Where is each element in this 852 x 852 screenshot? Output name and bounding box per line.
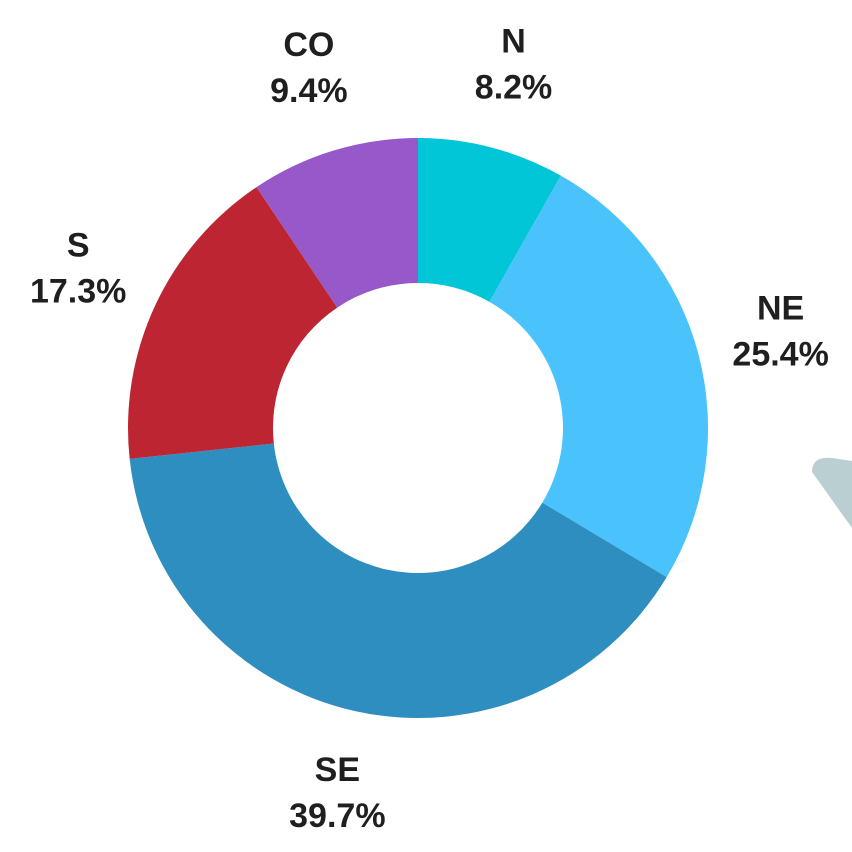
slice-category-label: S — [67, 226, 90, 264]
slice-category-label: N — [501, 22, 526, 60]
donut-slice — [128, 187, 338, 459]
donut-slice — [256, 138, 418, 308]
decoration — [812, 457, 852, 528]
donut-slice — [418, 138, 561, 302]
slice-category-label: SE — [315, 751, 360, 789]
slice-value-label: 9.4% — [270, 72, 348, 110]
slice-value-label: 8.2% — [475, 68, 553, 106]
slice-category-label: CO — [283, 26, 334, 64]
slice-category-label: NE — [757, 289, 804, 327]
slice-value-label: 17.3% — [30, 272, 126, 310]
slice-value-label: 25.4% — [732, 335, 828, 373]
donut-slice — [489, 175, 708, 578]
donut-slice — [129, 443, 667, 719]
slice-value-label: 39.7% — [289, 797, 385, 835]
